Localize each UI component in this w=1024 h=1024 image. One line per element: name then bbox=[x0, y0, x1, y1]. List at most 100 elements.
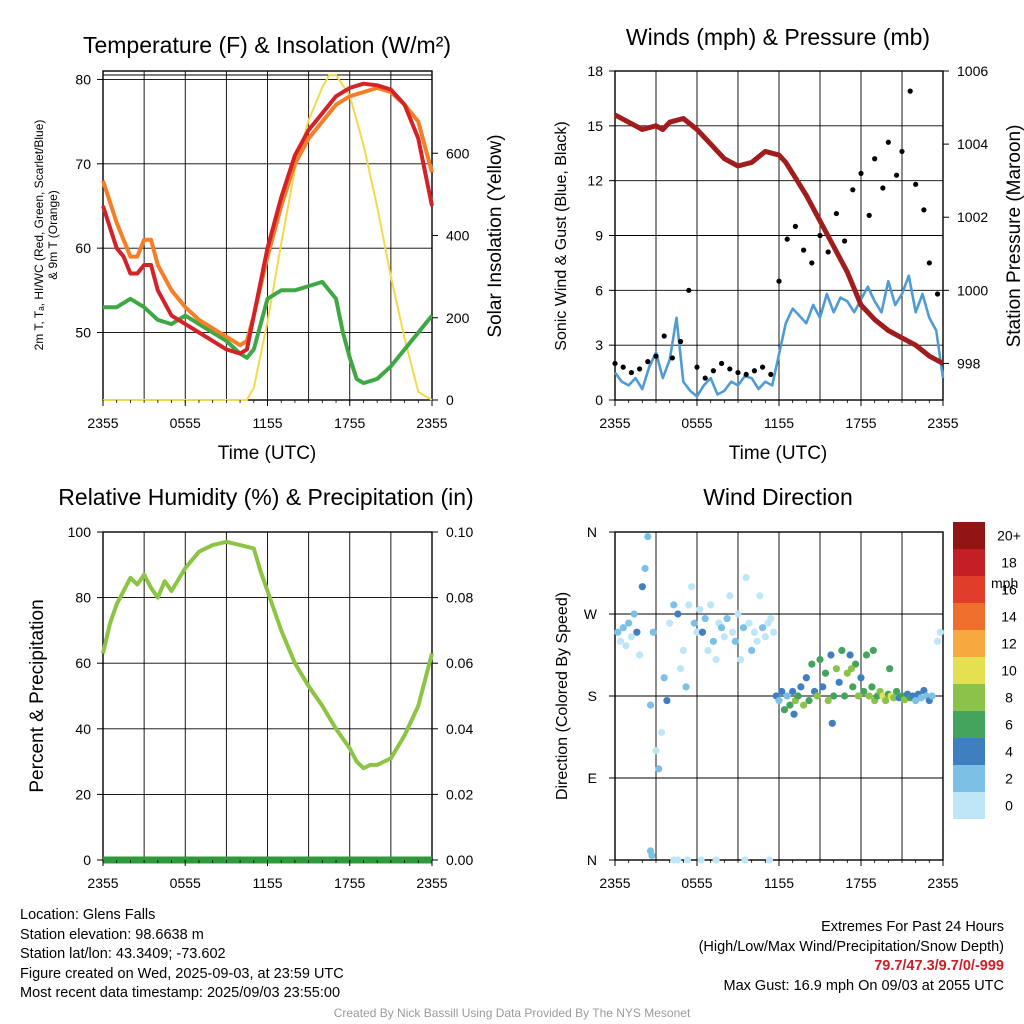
max-gust: Max Gust: 16.9 mph On 09/03 at 2055 UTC bbox=[723, 977, 1004, 994]
humidity-xtick-label: 2355 bbox=[416, 875, 447, 891]
direction-point bbox=[824, 696, 832, 705]
winds-gust-point bbox=[620, 364, 626, 370]
figure-created: Figure created on Wed, 2025-09-03, at 23… bbox=[20, 965, 344, 982]
direction-point bbox=[920, 686, 928, 695]
direction-point bbox=[674, 856, 682, 864]
colorbar-label: 8 bbox=[1005, 690, 1013, 706]
station-info: Location: Glens Falls Station elevation:… bbox=[20, 906, 344, 1004]
direction-point bbox=[761, 633, 769, 641]
recent-timestamp: Most recent data timestamp: 2025/09/03 2… bbox=[20, 985, 341, 1001]
winds-gust-point bbox=[645, 359, 651, 365]
direction-point bbox=[753, 637, 761, 645]
winds-gust-point bbox=[768, 371, 774, 378]
direction-point bbox=[649, 628, 657, 636]
direction-point bbox=[802, 674, 810, 682]
winds-gust-point bbox=[880, 185, 886, 191]
direction-point bbox=[707, 601, 715, 609]
colorbar-swatch bbox=[953, 792, 985, 819]
direction-point bbox=[690, 619, 698, 627]
direction-point bbox=[821, 669, 830, 677]
humidity-y2tick-label: 0.04 bbox=[446, 721, 473, 737]
temperature-y2tick-label: 600 bbox=[446, 145, 470, 161]
direction-point bbox=[936, 628, 944, 636]
colorbar-swatch bbox=[953, 738, 985, 765]
humidity-y2tick-label: 0.08 bbox=[446, 590, 473, 606]
direction-point bbox=[718, 624, 726, 632]
winds-gust-point bbox=[907, 88, 913, 94]
direction-point bbox=[828, 719, 836, 727]
temperature-xtick-label: 0555 bbox=[170, 415, 201, 431]
winds-gust-point bbox=[702, 375, 708, 381]
winds-ylabel-left: Sonic Wind & Gust (Blue, Black) bbox=[553, 121, 570, 350]
winds-xtick-label: 1155 bbox=[764, 415, 794, 431]
direction-point bbox=[726, 592, 734, 600]
colorbar-title: mph bbox=[991, 575, 1018, 591]
humidity-xtick-label: 2355 bbox=[87, 875, 118, 891]
direction-title: Wind Direction bbox=[703, 484, 853, 510]
direction-point bbox=[652, 747, 660, 755]
winds-gust-point bbox=[792, 223, 799, 229]
direction-point bbox=[709, 637, 718, 645]
winds-gust-point bbox=[751, 368, 758, 374]
humidity-ytick-label: 100 bbox=[68, 524, 92, 540]
direction-point bbox=[723, 614, 731, 623]
direction-point bbox=[869, 646, 877, 655]
direction-point bbox=[646, 701, 655, 709]
direction-point bbox=[731, 637, 739, 645]
direction-ylabel-left: Direction (Colored By Speed) bbox=[554, 592, 571, 800]
extremes-block: Extremes For Past 24 Hours (High/Low/Max… bbox=[699, 918, 1004, 996]
winds-ytick-label: 9 bbox=[595, 228, 603, 244]
winds-gust-point bbox=[686, 287, 692, 293]
direction-point bbox=[917, 694, 925, 702]
direction-point bbox=[674, 610, 682, 618]
direction-point bbox=[655, 765, 663, 773]
direction-ytick-label: S bbox=[588, 688, 597, 704]
temperature-xtick-label: 2355 bbox=[87, 415, 118, 431]
direction-xtick-label: 2355 bbox=[927, 875, 958, 891]
colorbar-label: 0 bbox=[1005, 798, 1013, 814]
direction-point bbox=[734, 610, 742, 618]
humidity-ytick-label: 60 bbox=[75, 655, 91, 671]
humidity-ytick-label: 40 bbox=[75, 721, 91, 737]
colorbar-swatch bbox=[953, 603, 985, 630]
direction-xtick-label: 0555 bbox=[681, 875, 712, 891]
direction-point bbox=[789, 687, 797, 696]
winds-gust-point bbox=[760, 364, 766, 370]
winds-wind-line bbox=[613, 274, 945, 398]
colorbar-swatch bbox=[953, 630, 985, 657]
direction-point bbox=[704, 646, 712, 655]
direction-point bbox=[854, 692, 862, 700]
winds-xtick-label: 2355 bbox=[927, 415, 958, 431]
direction-point bbox=[619, 624, 627, 632]
direction-point bbox=[813, 692, 821, 700]
direction-point bbox=[928, 692, 936, 700]
direction-point bbox=[638, 583, 646, 591]
direction-point bbox=[830, 692, 838, 700]
humidity-y2tick-label: 0.00 bbox=[446, 852, 473, 868]
station-latlon: Station lat/lon: 43.3409; -73.602 bbox=[20, 946, 226, 962]
winds-gust-point bbox=[727, 366, 733, 372]
direction-point bbox=[693, 628, 701, 636]
direction-point bbox=[644, 532, 652, 541]
temperature-insolation-line bbox=[103, 74, 433, 401]
winds-gust-point bbox=[612, 360, 618, 367]
temperature-xtick-label: 2355 bbox=[416, 415, 447, 431]
colorbar-label: 6 bbox=[1005, 717, 1013, 733]
direction-point bbox=[728, 628, 737, 636]
direction-point bbox=[790, 710, 798, 718]
direction-point bbox=[697, 856, 705, 864]
direction-point bbox=[679, 646, 687, 655]
direction-point bbox=[886, 665, 894, 673]
direction-point bbox=[797, 683, 805, 691]
winds-gust-point bbox=[825, 249, 831, 255]
winds-xtick-label: 0555 bbox=[681, 415, 712, 431]
winds-gust-point bbox=[893, 172, 900, 178]
colorbar-swatch bbox=[953, 576, 985, 603]
temperature-ytick-label: 60 bbox=[75, 240, 91, 256]
humidity-xtick-label: 1155 bbox=[252, 875, 282, 891]
colorbar-label: 18 bbox=[1001, 555, 1017, 571]
winds-gust-point bbox=[842, 238, 848, 244]
winds-ytick-label: 18 bbox=[587, 63, 603, 79]
direction-point bbox=[745, 619, 753, 627]
